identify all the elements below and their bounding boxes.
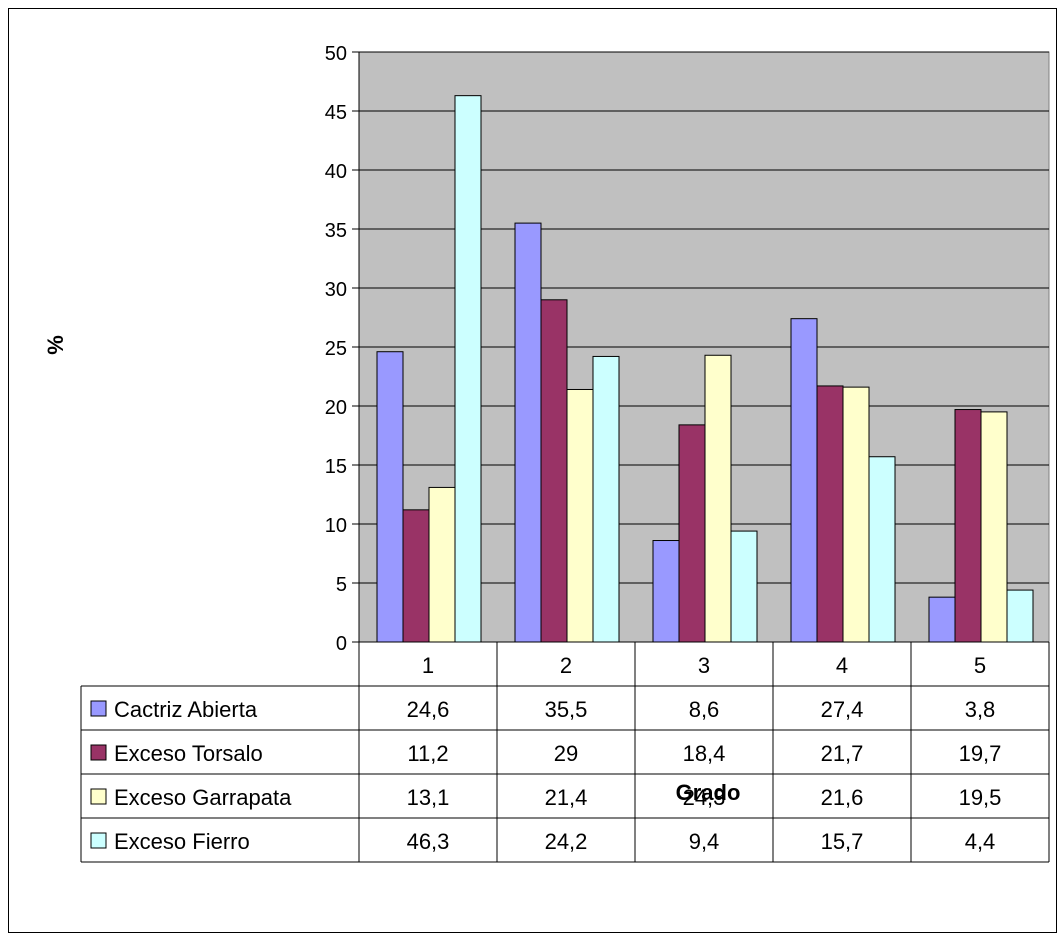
bar (428, 486, 456, 643)
bar (704, 354, 732, 643)
data-label: 46,3 (407, 829, 450, 854)
data-label: 21,7 (821, 741, 864, 766)
data-table: 1 2 3 4 5 Cactriz Abierta 24,6 35,5 8,6 27,4 3,8 Ex… (80, 641, 1050, 863)
bar (980, 411, 1008, 643)
data-label: 19,7 (959, 741, 1002, 766)
legend-label: Exceso Garrapata (114, 785, 292, 810)
legend-label: Exceso Fierro (114, 829, 250, 854)
bar (868, 456, 896, 643)
data-label: 21,4 (545, 785, 588, 810)
legend-swatch (90, 744, 107, 761)
bar (592, 355, 620, 643)
y-tick-label: 25 (325, 338, 347, 360)
y-tick-label: 20 (325, 397, 347, 419)
y-tick-label: 45 (325, 102, 347, 124)
bar (454, 95, 482, 643)
bar (678, 424, 706, 643)
bar (402, 509, 430, 643)
data-label: 8,6 (689, 697, 720, 722)
data-label: 21,6 (821, 785, 864, 810)
data-label: 27,4 (821, 697, 864, 722)
data-label: 35,5 (545, 697, 588, 722)
bar (376, 351, 404, 643)
x-tick-label: 5 (974, 653, 986, 678)
data-label: 13,1 (407, 785, 450, 810)
y-tick-label: 10 (325, 515, 347, 537)
y-tick-label: 40 (325, 161, 347, 183)
y-tick-label: 5 (336, 574, 347, 596)
y-tick-label: 50 (325, 43, 347, 65)
bar (730, 530, 758, 643)
bar (816, 385, 844, 643)
legend-swatch (90, 788, 107, 805)
bar (842, 386, 870, 643)
data-label: 29 (554, 741, 578, 766)
data-label: 18,4 (683, 741, 726, 766)
y-tick-label: 35 (325, 220, 347, 242)
data-label: 24,2 (545, 829, 588, 854)
x-tick-label: 4 (836, 653, 848, 678)
bar (954, 409, 982, 643)
legend-swatch (90, 700, 107, 717)
x-tick-label: 1 (422, 653, 434, 678)
y-tick-label: 0 (336, 633, 347, 655)
data-label: 15,7 (821, 829, 864, 854)
data-label: 4,4 (965, 829, 996, 854)
legend-label: Exceso Torsalo (114, 741, 263, 766)
bar (1006, 589, 1034, 643)
bar (566, 388, 594, 643)
data-label: 3,8 (965, 697, 996, 722)
x-axis-title: Grado (676, 780, 741, 805)
legend-label: Cactriz Abierta (114, 697, 258, 722)
bar (790, 318, 818, 643)
x-tick-label: 2 (560, 653, 572, 678)
bar (928, 596, 956, 643)
x-tick-label: 3 (698, 653, 710, 678)
y-tick-label: 15 (325, 456, 347, 478)
bar (514, 222, 542, 643)
legend-swatch (90, 832, 107, 849)
bar (540, 299, 568, 643)
y-tick-label: 30 (325, 279, 347, 301)
data-label: 24,3 (683, 785, 726, 810)
y-axis-title: % (43, 335, 68, 355)
data-label: 24,6 (407, 697, 450, 722)
bar (652, 540, 680, 643)
data-label: 11,2 (407, 741, 448, 766)
data-label: 9,4 (689, 829, 720, 854)
data-label: 19,5 (959, 785, 1002, 810)
